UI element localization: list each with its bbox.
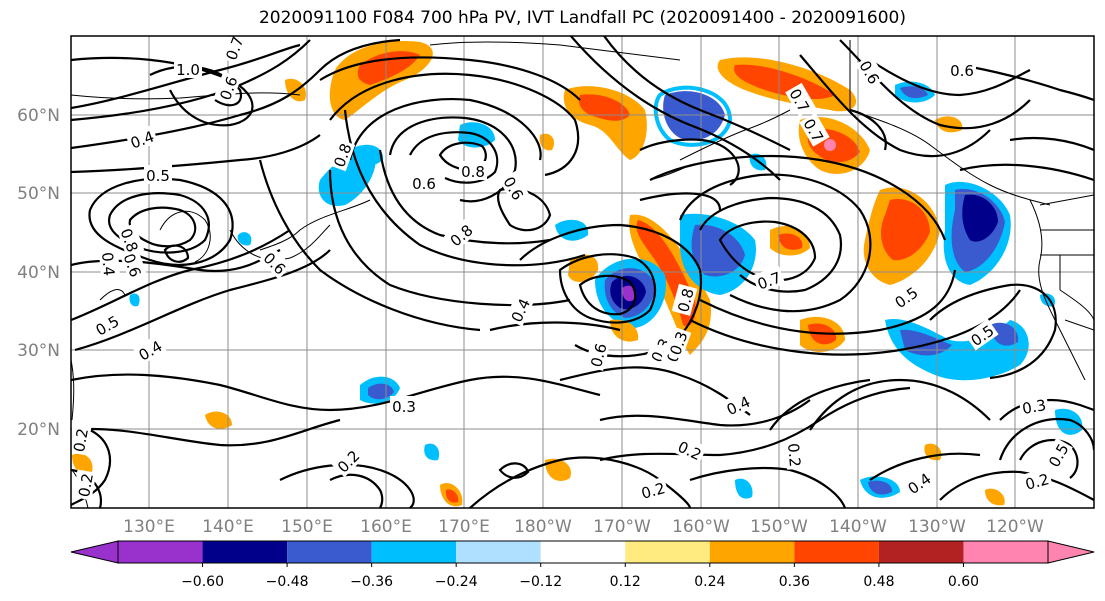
lat-label: 40°N: [17, 263, 60, 283]
colorbar-tick-label: 0.24: [694, 574, 725, 590]
contour-label: 0.8: [671, 283, 698, 316]
ivt-contours: [71, 36, 1094, 508]
lon-label: 140°E: [202, 517, 254, 537]
colorbar-tick-label: −0.36: [350, 574, 393, 590]
contour-label: 0.6: [948, 60, 976, 80]
colorbar-tick-label: −0.24: [435, 574, 478, 590]
lat-label: 50°N: [17, 184, 60, 204]
lat-label: 60°N: [17, 106, 60, 126]
colorbar-segment: [794, 541, 879, 563]
colorbar-tick-label: 0.48: [863, 574, 894, 590]
colorbar-tick-label: 0.12: [610, 574, 641, 590]
contour-label: 0.7: [219, 36, 247, 65]
lon-label: 140°W: [829, 517, 887, 537]
colorbar-extend-min: [70, 540, 119, 564]
contour-label: 0.2: [1020, 467, 1053, 494]
svg-text:0.3: 0.3: [1021, 396, 1048, 418]
colorbar-segment: [709, 541, 795, 563]
lon-label: 130°W: [908, 517, 966, 537]
contour-label: 0.2: [784, 440, 807, 470]
svg-text:1.0: 1.0: [176, 61, 200, 79]
colorbar-segment: [878, 541, 964, 563]
colorbar-segment: [963, 541, 1048, 563]
svg-text:0.2: 0.2: [70, 427, 92, 454]
contour-label: 0.8: [459, 161, 487, 181]
coastlines: [71, 40, 1094, 508]
colorbar-segment: [540, 541, 626, 563]
lon-label: 120°W: [986, 517, 1044, 537]
contour-label: 0.2: [70, 424, 92, 456]
lon-label: 130°E: [123, 517, 175, 537]
lon-label: 150°W: [750, 517, 808, 537]
contour-labels: 1.00.70.60.40.50.80.60.80.60.80.40.30.60…: [70, 36, 1073, 503]
contour-label: 0.6: [584, 338, 611, 371]
contour-label: 0.3: [1018, 393, 1050, 418]
svg-text:0.6: 0.6: [950, 62, 974, 80]
contour-label: 0.2: [72, 469, 97, 501]
colorbar-extend-max: [1047, 540, 1095, 564]
colorbar-segment: [287, 541, 372, 563]
svg-text:0.8: 0.8: [461, 163, 485, 181]
lon-label: 150°E: [281, 517, 333, 537]
contour-label: 1.0: [174, 59, 202, 79]
svg-text:0.8: 0.8: [674, 286, 698, 314]
colorbar-segment: [625, 541, 710, 563]
svg-text:0.2: 0.2: [1023, 470, 1051, 494]
contour-label: 0.4: [98, 249, 121, 279]
colorbar-tick-label: −0.12: [519, 574, 562, 590]
svg-text:0.2: 0.2: [75, 472, 97, 499]
map-frame: [70, 35, 1095, 509]
latitude-labels: 60°N 50°N 40°N 30°N 20°N: [17, 106, 60, 440]
lon-label: 180°W: [514, 517, 572, 537]
colorbar: −0.60 −0.48 −0.36 −0.24 −0.12 0.12 0.24 0.36 0.4…: [70, 540, 1095, 590]
contour-label: 0.3: [390, 396, 418, 416]
lat-label: 30°N: [17, 341, 60, 361]
colorbar-tick-label: −0.48: [266, 574, 309, 590]
svg-text:0.2: 0.2: [784, 442, 804, 467]
longitude-labels: 130°E 140°E 150°E 160°E 170°E 180°W 170°W 160°W…: [123, 517, 1044, 537]
colorbar-segment: [202, 541, 288, 563]
svg-text:0.6: 0.6: [412, 175, 436, 193]
contour-label: 0.2: [636, 476, 669, 503]
colorbar-segment: [371, 541, 457, 563]
svg-text:0.2: 0.2: [639, 479, 667, 503]
contour-label: 0.6: [410, 173, 438, 193]
lon-label: 170°W: [593, 517, 651, 537]
lon-label: 170°E: [438, 517, 490, 537]
lat-label: 20°N: [17, 420, 60, 440]
colorbar-tick-label: 0.36: [779, 574, 810, 590]
colorbar-segment: [456, 541, 541, 563]
colorbar-segment: [118, 541, 203, 563]
svg-text:0.5: 0.5: [146, 167, 170, 185]
colorbar-tick-label: −0.60: [181, 574, 224, 590]
colorbar-tick-label: 0.60: [948, 574, 979, 590]
svg-text:0.6: 0.6: [587, 341, 611, 369]
contour-label: 0.8: [327, 138, 355, 172]
svg-text:0.3: 0.3: [392, 398, 416, 416]
lon-label: 160°W: [672, 517, 730, 537]
contour-label: 0.5: [144, 165, 172, 185]
svg-text:0.4: 0.4: [98, 251, 118, 276]
lon-label: 160°E: [360, 517, 412, 537]
chart-title: 2020091100 F084 700 hPa PV, IVT Landfall…: [258, 8, 906, 28]
